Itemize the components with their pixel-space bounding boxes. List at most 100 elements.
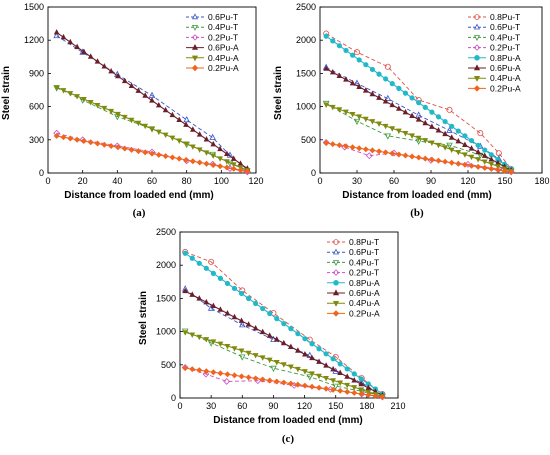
point-0.2Pu-A [53, 132, 60, 139]
series-line-0.6Pu-T [184, 288, 383, 396]
point-0.4Pu-A [183, 141, 189, 147]
legend-label-0.2Pu-T: 0.2Pu-T [490, 43, 520, 53]
point-0.2Pu-A [344, 388, 351, 395]
series-0.6Pu-A [182, 287, 386, 398]
x-tick-label-b: 120 [460, 176, 475, 186]
point-0.2Pu-A [266, 377, 273, 384]
point-0.8Pu-A [376, 71, 382, 77]
point-0.2Pu-A [358, 390, 365, 397]
point-0.4Pu-A [266, 357, 273, 364]
legend-label-0.4Pu-A: 0.4Pu-A [208, 53, 239, 63]
point-0.4Pu-A [356, 114, 363, 120]
point-0.6Pu-A [462, 141, 468, 147]
point-0.2Pu-A [389, 150, 396, 157]
point-0.8Pu-A [396, 85, 402, 91]
point-0.6Pu-A [217, 306, 224, 312]
legend-label-0.6Pu-A: 0.6Pu-A [490, 63, 521, 73]
series-line-0.6Pu-T [56, 35, 248, 171]
point-0.8Pu-A [330, 38, 336, 44]
point-0.6Pu-A [481, 152, 488, 158]
point-0.6Pu-A [468, 145, 475, 151]
point-0.6Pu-A [162, 106, 169, 113]
point-0.6Pu-A [323, 362, 329, 368]
point-0.6Pu-T [209, 133, 216, 140]
point-0.2Pu-A [169, 154, 176, 161]
point-0.2Pu-A [230, 165, 237, 172]
point-0.8Pu-A [383, 76, 389, 82]
point-0.4Pu-A [189, 332, 196, 338]
x-axis-label-b: Distance from loaded end (mm) [342, 190, 491, 201]
legend-label-0.6Pu-T: 0.6Pu-T [349, 247, 379, 257]
point-0.2Pu-A [149, 150, 155, 157]
point-0.6Pu-A [475, 148, 481, 155]
point-0.8Pu-A [274, 316, 280, 322]
point-0.2Pu-T [365, 152, 373, 160]
point-0.2Pu-A [196, 367, 203, 374]
point-0.6Pu-A [149, 97, 155, 103]
point-0.8Pu-A [422, 104, 428, 110]
point-0.4Pu-A [189, 144, 196, 150]
point-0.6Pu-A [231, 313, 238, 320]
point-0.6Pu-A [435, 127, 442, 133]
point-0.8Pu-A [369, 66, 376, 73]
point-0.6Pu-A [323, 65, 330, 71]
point-0.4Pu-T [353, 118, 361, 126]
point-0.4Pu-A [169, 135, 176, 142]
legend-label-0.6Pu-T: 0.6Pu-T [490, 22, 520, 32]
point-0.4Pu-A [415, 135, 422, 142]
point-0.4Pu-A [230, 162, 237, 168]
plot-area-b: 0 30 60 90 120 150 180 0 500 1000 1500 2000 2500 0.8P… [296, 2, 550, 186]
point-0.2Pu-A [356, 145, 363, 152]
y-tick-label-c: 0 [171, 393, 176, 403]
point-0.2Pu-A [87, 139, 94, 146]
point-0.6Pu-A [101, 63, 108, 69]
point-0.6Pu-A [316, 358, 322, 364]
x-tick-label-b: 60 [389, 176, 399, 186]
point-0.4Pu-A [422, 138, 429, 144]
legend-c: 0.8Pu-T0.6Pu-T0.4Pu-T0.2Pu-T0.8Pu-A0.6Pu… [327, 237, 380, 318]
point-0.8Pu-A [323, 33, 329, 39]
point-0.2Pu-A [162, 153, 169, 160]
point-0.4Pu-A [74, 94, 80, 100]
point-0.2Pu-A [135, 148, 142, 155]
legend-marker-0.4Pu-A [191, 55, 199, 62]
point-0.6Pu-A [376, 94, 382, 100]
point-0.4Pu-A [481, 159, 488, 165]
point-0.6Pu-A [135, 87, 142, 93]
point-0.4Pu-A [121, 114, 128, 121]
series-line-0.4Pu-T [325, 102, 512, 172]
point-0.4Pu-A [238, 348, 245, 354]
y-tick-label-c: 2500 [156, 227, 176, 237]
chart-panel-c: 0 30 60 90 120 150 180 210 0 500 1000 1500 2000 2500 0… [138, 227, 406, 445]
legend-label-0.2Pu-T: 0.2Pu-T [208, 32, 238, 42]
point-0.2Pu-A [183, 156, 190, 163]
legend-b: 0.8Pu-T0.6Pu-T0.4Pu-T0.2Pu-T0.8Pu-A0.6Pu… [468, 12, 521, 93]
x-tick-label-b: 30 [352, 176, 362, 186]
point-0.2Pu-A [382, 149, 389, 156]
point-0.8Pu-A [356, 57, 362, 63]
point-0.4Pu-A [53, 85, 60, 91]
chart-panel-b: 0 30 60 90 120 150 180 0 500 1000 1500 2000 2500 0.8P… [273, 2, 550, 219]
y-axis-label-c: Steel strain [138, 291, 149, 345]
point-0.8Pu-A [429, 109, 435, 115]
point-0.4Pu-A [295, 366, 301, 373]
point-0.6Pu-A [295, 347, 301, 353]
point-0.6Pu-A [344, 373, 351, 379]
point-0.2Pu-A [294, 381, 301, 388]
series-line-0.2Pu-T [326, 142, 512, 173]
point-0.4Pu-A [349, 112, 356, 118]
y-tick-label-a: 600 [29, 102, 44, 112]
point-0.4Pu-A [217, 341, 224, 348]
point-0.8Pu-A [224, 280, 231, 287]
point-0.6Pu-T [446, 126, 453, 133]
point-0.6Pu-T [384, 94, 392, 101]
point-0.8Pu-A [323, 351, 329, 357]
point-0.8Pu-A [203, 265, 209, 271]
point-0.2Pu-A [121, 145, 128, 152]
legend-marker-0.4Pu-T [332, 260, 340, 267]
point-0.2Pu-T [223, 377, 231, 385]
point-0.2Pu-A [435, 157, 442, 164]
x-tick-label-a: 100 [214, 176, 229, 186]
point-0.8Pu-A [337, 361, 343, 367]
point-0.2Pu-A [409, 153, 416, 160]
